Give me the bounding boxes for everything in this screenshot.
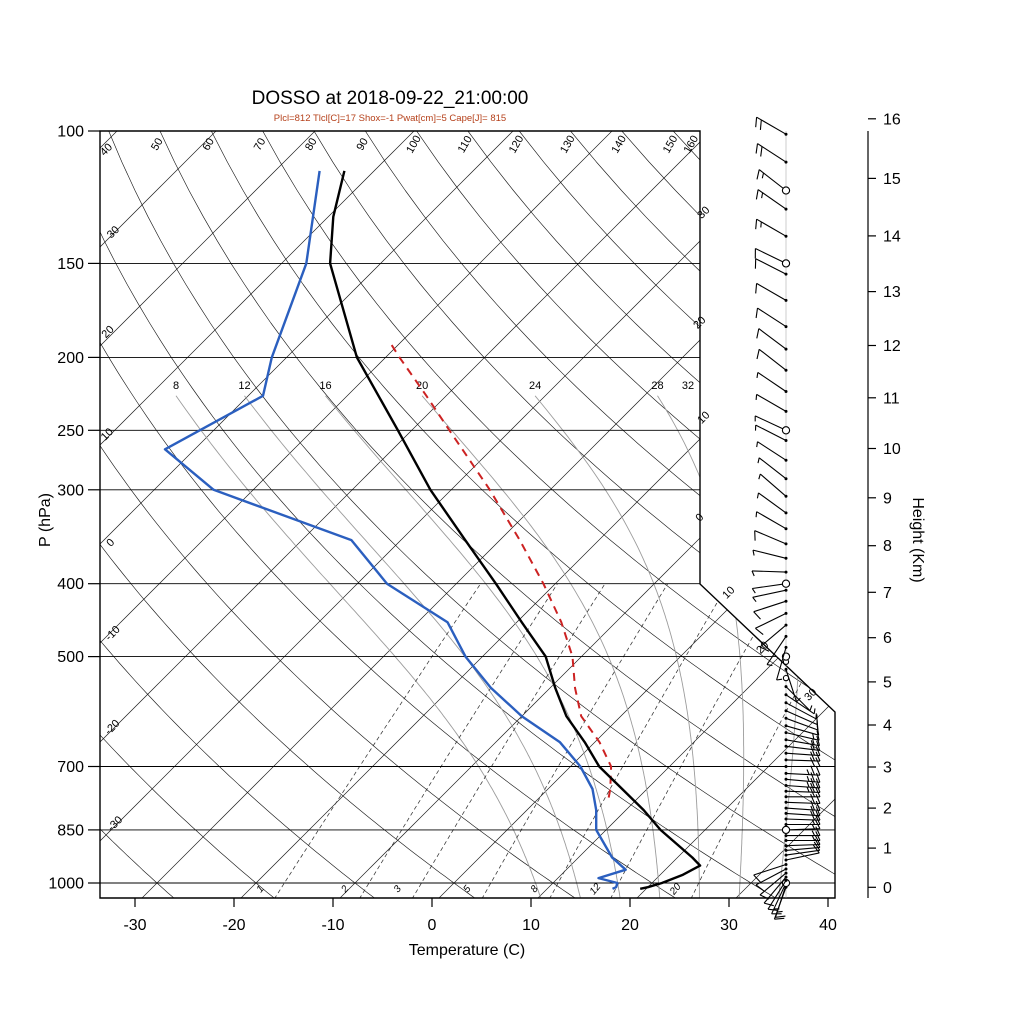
- svg-text:4: 4: [883, 718, 892, 735]
- svg-text:28: 28: [651, 380, 663, 392]
- svg-text:16: 16: [883, 111, 901, 128]
- svg-text:8: 8: [173, 380, 179, 392]
- svg-text:5: 5: [461, 883, 473, 895]
- svg-text:9: 9: [883, 490, 892, 507]
- svg-text:400: 400: [57, 576, 84, 593]
- svg-text:1: 1: [255, 884, 267, 895]
- svg-text:20: 20: [416, 380, 428, 392]
- svg-text:8: 8: [529, 883, 541, 895]
- svg-text:110: 110: [456, 134, 475, 155]
- svg-text:1: 1: [883, 841, 892, 858]
- svg-text:32: 32: [682, 380, 694, 392]
- pressure-axis-title: P (hPa): [37, 493, 54, 547]
- svg-text:16: 16: [319, 380, 331, 392]
- svg-text:10: 10: [720, 584, 737, 601]
- svg-text:14: 14: [883, 228, 901, 245]
- svg-text:150: 150: [57, 256, 84, 273]
- height-axis-title: Height (Km): [909, 497, 926, 583]
- svg-text:10: 10: [522, 917, 540, 934]
- svg-text:90: 90: [354, 136, 371, 153]
- svg-text:30: 30: [695, 204, 712, 221]
- svg-text:-30: -30: [105, 814, 125, 834]
- svg-text:-20: -20: [103, 718, 123, 738]
- svg-text:2: 2: [883, 801, 892, 818]
- svg-text:20: 20: [100, 324, 117, 341]
- svg-text:30: 30: [802, 686, 819, 703]
- svg-text:24: 24: [529, 380, 541, 392]
- svg-text:12: 12: [883, 338, 901, 355]
- chart-title: DOSSO at 2018-09-22_21:00:00: [251, 88, 529, 109]
- svg-text:0: 0: [104, 537, 117, 550]
- svg-text:2: 2: [339, 883, 352, 895]
- svg-text:10: 10: [99, 426, 116, 443]
- svg-text:40: 40: [819, 917, 837, 934]
- svg-text:6: 6: [883, 630, 892, 647]
- svg-text:7: 7: [883, 585, 892, 602]
- svg-text:-20: -20: [222, 917, 245, 934]
- svg-text:80: 80: [303, 136, 320, 153]
- svg-text:130: 130: [558, 134, 578, 156]
- svg-text:-10: -10: [103, 624, 123, 644]
- svg-text:11: 11: [883, 390, 900, 407]
- temperature-axis-title: Temperature (C): [408, 942, 526, 959]
- svg-text:0: 0: [883, 880, 892, 897]
- svg-text:700: 700: [57, 759, 84, 776]
- svg-text:20: 20: [691, 314, 708, 331]
- svg-text:500: 500: [57, 649, 84, 666]
- svg-text:70: 70: [252, 136, 269, 153]
- svg-text:20: 20: [621, 917, 639, 934]
- svg-text:250: 250: [57, 423, 84, 440]
- svg-text:-10: -10: [321, 917, 344, 934]
- svg-text:-30: -30: [123, 917, 146, 934]
- svg-text:10: 10: [883, 441, 901, 458]
- svg-text:100: 100: [57, 124, 84, 141]
- svg-text:10: 10: [695, 409, 712, 426]
- svg-text:30: 30: [105, 224, 122, 241]
- svg-text:60: 60: [200, 136, 217, 153]
- svg-text:12: 12: [588, 881, 604, 897]
- svg-text:12: 12: [238, 380, 250, 392]
- svg-text:20: 20: [667, 881, 684, 898]
- svg-text:3: 3: [392, 883, 404, 895]
- svg-text:5: 5: [883, 674, 892, 691]
- svg-text:0: 0: [428, 917, 437, 934]
- svg-text:30: 30: [720, 917, 738, 934]
- chart-params-line: Plcl=812 Tlcl[C]=17 Shox=-1 Pwat[cm]=5 C…: [273, 113, 507, 124]
- svg-text:300: 300: [57, 482, 84, 499]
- svg-text:13: 13: [883, 284, 901, 301]
- svg-text:3: 3: [883, 760, 892, 777]
- svg-text:140: 140: [609, 134, 629, 156]
- svg-text:150: 150: [661, 134, 681, 156]
- svg-text:200: 200: [57, 350, 84, 367]
- svg-text:15: 15: [883, 171, 901, 188]
- svg-text:50: 50: [149, 136, 166, 153]
- svg-text:160: 160: [682, 134, 702, 156]
- svg-text:850: 850: [57, 822, 84, 839]
- svg-text:8: 8: [883, 538, 892, 555]
- svg-text:1000: 1000: [48, 876, 84, 893]
